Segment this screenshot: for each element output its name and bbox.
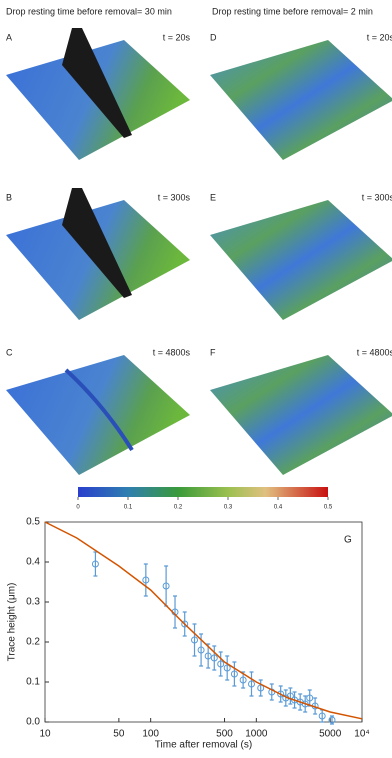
y-tick-label: 0.2 [26, 637, 40, 648]
x-tick-label: 5000 [319, 729, 342, 740]
error-bar [288, 687, 293, 705]
panel-time: t = 20s [367, 32, 392, 42]
error-bar [225, 655, 230, 681]
surface-plot [6, 355, 190, 475]
x-tick-label: 50 [113, 729, 125, 740]
panel-label: B [6, 192, 12, 202]
data-point [162, 582, 170, 590]
colorbar-tick-label: 0.5 [324, 505, 333, 511]
error-bar [249, 671, 254, 697]
colorbar [78, 487, 328, 497]
error-bar [283, 689, 288, 707]
error-bar [313, 697, 318, 715]
error-bar [164, 565, 169, 607]
error-bar [143, 563, 148, 597]
y-tick-label: 0.0 [26, 717, 40, 728]
x-tick-label: 100 [142, 729, 159, 740]
y-tick-label: 0.1 [26, 677, 40, 688]
x-tick-label: 500 [216, 729, 233, 740]
data-point [181, 620, 189, 628]
panel-time: t = 300s [158, 192, 191, 202]
error-bar [258, 679, 263, 697]
data-point [204, 652, 212, 660]
y-tick-label: 0.4 [26, 557, 40, 568]
panel-time: t = 20s [163, 32, 191, 42]
error-bar [212, 645, 217, 671]
plot-frame [44, 521, 363, 723]
panel-time: t = 4800s [357, 347, 392, 357]
panel-label: F [210, 347, 216, 357]
panel-label: C [6, 347, 13, 357]
panel-time: t = 300s [362, 192, 392, 202]
fit-line [44, 521, 363, 720]
data-point [191, 636, 199, 644]
data-point [230, 670, 238, 678]
error-bar [93, 551, 98, 577]
x-tick-label: 10⁴ [354, 729, 369, 740]
surface-ridge [62, 188, 132, 298]
data-point [318, 712, 326, 720]
x-tick-label: 1000 [245, 729, 268, 740]
colorbar-tick-label: 0.3 [224, 505, 233, 511]
data-point [306, 694, 314, 702]
y-tick-label: 0.3 [26, 597, 40, 608]
data-point [328, 716, 336, 724]
error-bar [232, 661, 237, 687]
y-tick-label: 0.5 [26, 517, 40, 528]
error-bar [269, 683, 274, 701]
panel-label: G [344, 535, 352, 546]
surface-trace [64, 368, 134, 452]
panel-label: E [210, 192, 216, 202]
colorbar-tick-label: 0.2 [174, 505, 183, 511]
data-point [197, 646, 205, 654]
data-point [91, 560, 99, 568]
y-axis-label: Trace height (μm) [7, 583, 18, 662]
data-point [142, 576, 150, 584]
data-point [217, 660, 225, 668]
x-axis-label: Time after removal (s) [155, 740, 252, 751]
error-bar [218, 651, 223, 677]
surface-plot [210, 355, 392, 475]
colorbar-tick-label: 0.1 [124, 505, 133, 511]
panel-label: D [210, 32, 217, 42]
heading: Drop resting time before removal= 30 min [6, 6, 172, 16]
x-tick-label: 10 [39, 729, 51, 740]
surface-plot [210, 40, 392, 160]
data-point [239, 676, 247, 684]
panel-label: A [6, 32, 12, 42]
data-point [277, 690, 285, 698]
data-point [247, 680, 255, 688]
data-point [210, 654, 218, 662]
surface-plot [210, 200, 392, 320]
panel-time: t = 4800s [153, 347, 191, 357]
colorbar-tick-label: 0.4 [274, 505, 283, 511]
surface-ridge [62, 28, 132, 138]
heading: Drop resting time before removal= 2 min [212, 6, 373, 16]
error-bar [320, 709, 325, 723]
error-bar [206, 643, 211, 669]
colorbar-tick-label: 0 [76, 505, 80, 511]
data-point [223, 664, 231, 672]
error-bar [192, 623, 197, 657]
error-bar [173, 595, 178, 629]
